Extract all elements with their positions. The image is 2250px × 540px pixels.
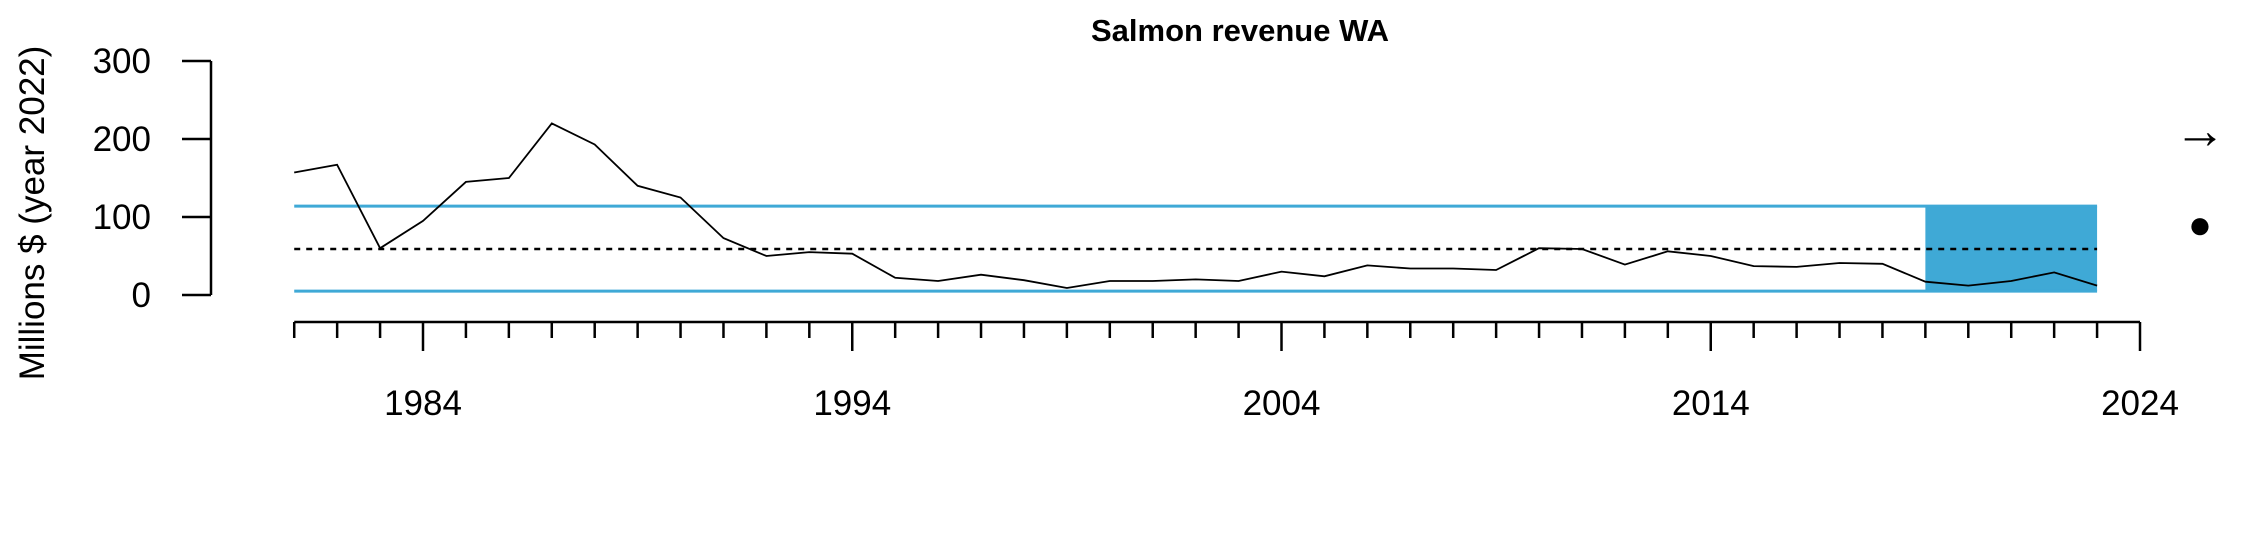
chart-title: Salmon revenue WA [1091, 13, 1389, 48]
plot-area [294, 122, 2098, 293]
status-dot-icon: ● [2188, 203, 2212, 247]
x-axis: 1984 1994 2004 2014 2024 [292, 320, 2179, 423]
x-tick-label: 2004 [1243, 384, 1321, 423]
y-tick-label: 0 [132, 276, 151, 315]
y-tick-label: 300 [93, 42, 151, 81]
x-tick-label: 1994 [813, 384, 891, 423]
y-axis-label: Millions $ (year 2022) [13, 46, 52, 381]
series-line [294, 122, 2098, 289]
y-tick-label: 200 [93, 120, 151, 159]
trend-arrow-icon: → [2174, 102, 2226, 160]
x-tick-label: 2014 [1672, 384, 1750, 423]
x-tick-label: 2024 [2101, 384, 2179, 423]
x-tick-label: 1984 [384, 384, 462, 423]
y-axis: 0 100 200 300 [93, 42, 213, 315]
y-tick-label: 100 [93, 198, 151, 237]
